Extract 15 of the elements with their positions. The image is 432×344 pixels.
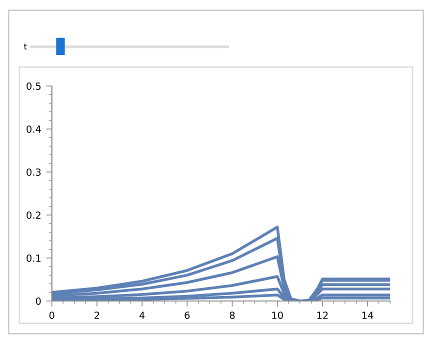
- x-tick-label: 0: [49, 312, 54, 319]
- y-tick-label: 0.5: [26, 82, 41, 90]
- x-tick-label: 4: [139, 312, 145, 319]
- x-tick-label: 8: [230, 312, 235, 319]
- x-tick-label: 14: [362, 312, 374, 319]
- x-tick-label: 12: [317, 312, 328, 319]
- y-tick-label: 0: [36, 297, 41, 305]
- y-tick-label: 0.1: [26, 254, 41, 262]
- y-tick-label: 0.3: [26, 168, 41, 176]
- x-tick-label: 6: [184, 312, 190, 319]
- x-tick-label: 10: [272, 312, 283, 319]
- text: t: [24, 44, 27, 50]
- y-tick-label: 0.4: [26, 125, 41, 133]
- x-tick-label: 2: [94, 312, 100, 319]
- y-tick-label: 0.2: [26, 211, 40, 219]
